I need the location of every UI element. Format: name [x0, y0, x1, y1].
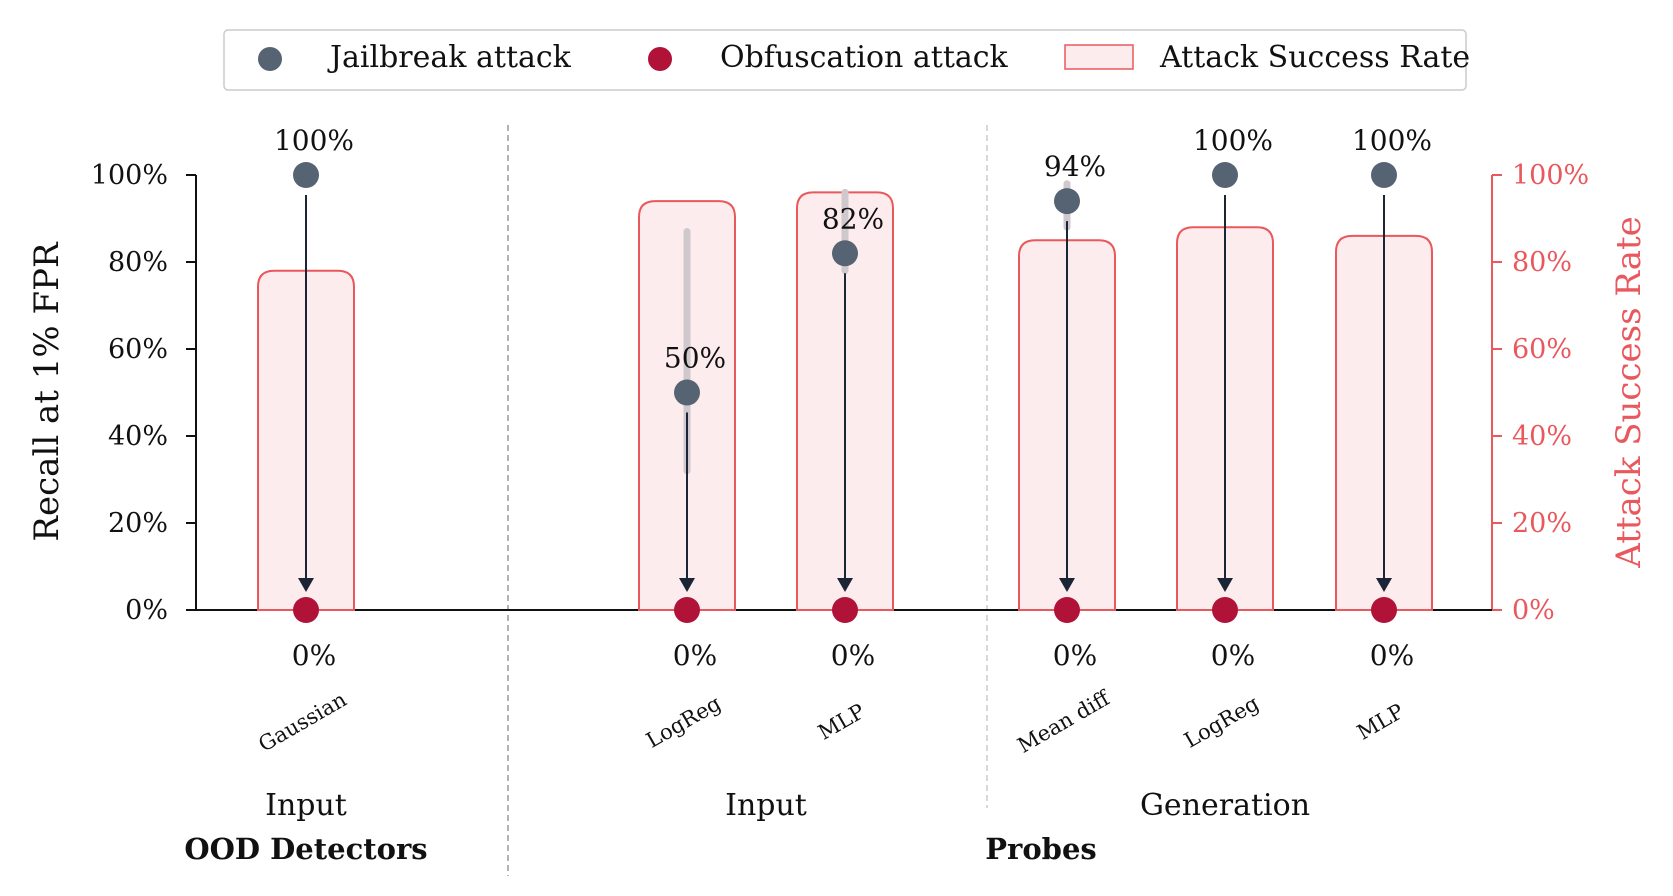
category-tick-label: MLP	[1353, 699, 1408, 745]
obfuscation-value-label: 0%	[292, 639, 336, 672]
legend-jailbreak-marker	[258, 47, 282, 71]
right-tick-label: 60%	[1512, 334, 1572, 365]
jailbreak-value-label: 100%	[1352, 124, 1432, 157]
drop-arrow-head	[1376, 578, 1392, 592]
right-tick-label: 40%	[1512, 421, 1572, 452]
jailbreak-value-label: 94%	[1044, 150, 1106, 183]
legend-obfuscation-label: Obfuscation attack	[720, 40, 1009, 75]
left-axis: 0% 20% 40% 60% 80% 100% Recall at 1% FPR	[27, 160, 197, 626]
jailbreak-value-label: 82%	[822, 202, 884, 235]
obfuscation-point	[293, 597, 319, 623]
subgroup-label-probes-generation: Generation	[1140, 788, 1310, 823]
drop-arrow-head	[837, 578, 853, 592]
obfuscation-point	[1371, 597, 1397, 623]
group-title-ood-detectors: OOD Detectors	[184, 832, 427, 866]
right-tick-label: 80%	[1512, 247, 1572, 278]
category-tick-label: LogReg	[1180, 691, 1263, 753]
category-tick-label: LogReg	[642, 691, 725, 753]
obfuscation-value-label: 0%	[1053, 639, 1097, 672]
obfuscation-value-label: 0%	[1370, 639, 1414, 672]
right-tick-label: 20%	[1512, 508, 1572, 539]
jailbreak-value-label: 50%	[664, 342, 726, 375]
jailbreak-value-label: 100%	[1193, 124, 1273, 157]
group-title-probes: Probes	[985, 832, 1096, 866]
drop-arrow-head	[298, 578, 314, 592]
jailbreak-point	[1212, 162, 1238, 188]
obfuscation-point	[674, 597, 700, 623]
left-tick-label: 60%	[108, 334, 168, 365]
category-tick-label: Mean diff	[1013, 685, 1115, 758]
obfuscation-value-label: 0%	[1211, 639, 1255, 672]
legend-jailbreak-label: Jailbreak attack	[327, 40, 572, 75]
jailbreak-point	[293, 162, 319, 188]
legend: Jailbreak attack Obfuscation attack Atta…	[223, 29, 1470, 91]
obfuscation-value-label: 0%	[831, 639, 875, 672]
legend-obfuscation-marker	[648, 47, 672, 71]
obfuscation-point	[832, 597, 858, 623]
left-tick-label: 40%	[108, 421, 168, 452]
jailbreak-point	[1371, 162, 1397, 188]
right-axis-title: Attack Success Rate	[1609, 216, 1649, 569]
jailbreak-point	[832, 240, 858, 267]
jailbreak-value-label: 100%	[274, 124, 354, 157]
obfuscation-point	[1054, 597, 1080, 623]
drop-arrow-head	[1217, 578, 1233, 592]
subgroup-label-ood-input: Input	[265, 788, 347, 823]
jailbreak-point	[1054, 188, 1080, 215]
left-tick-label: 80%	[108, 247, 168, 278]
left-tick-label: 20%	[108, 508, 168, 539]
obfuscation-value-label: 0%	[673, 639, 717, 672]
legend-asr-swatch	[1064, 44, 1134, 70]
category-tick-label: MLP	[814, 699, 869, 745]
right-tick-label: 0%	[1512, 595, 1555, 626]
jailbreak-point	[674, 379, 700, 406]
left-tick-label: 100%	[91, 160, 168, 191]
drop-arrow-head	[1059, 578, 1075, 592]
right-tick-label: 100%	[1512, 160, 1589, 191]
obfuscation-point	[1212, 597, 1238, 623]
legend-frame	[223, 29, 1467, 91]
category-tick-label: Gaussian	[254, 687, 350, 756]
drop-arrow-head	[679, 578, 695, 592]
left-axis-title: Recall at 1% FPR	[27, 241, 67, 542]
subgroup-label-probes-input: Input	[725, 788, 807, 823]
right-axis: 0% 20% 40% 60% 80% 100% Attack Success Rate	[1491, 160, 1649, 626]
left-tick-label: 0%	[125, 595, 168, 626]
legend-asr-label: Attack Success Rate	[1159, 40, 1470, 75]
